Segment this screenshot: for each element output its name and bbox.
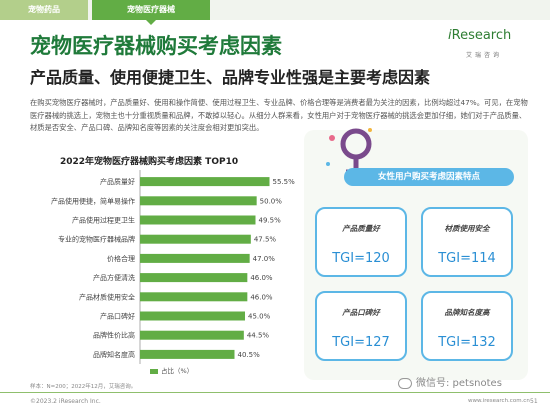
category-label: 产品材质使用安全 — [79, 292, 135, 301]
bar — [140, 330, 244, 340]
summary-paragraph: 在购买宠物医疗器械时，产品质量好、使用和操作简便、使用过程卫生、专业品牌、价格合… — [30, 98, 528, 132]
category-label: 产品质量好 — [100, 177, 135, 186]
feature-card-tgi: TGI=132 — [438, 335, 496, 350]
category-label: 产品使用便捷，简单易操作 — [51, 196, 135, 205]
wechat-icon — [398, 377, 412, 389]
legend-swatch — [150, 368, 158, 374]
category-label: 价格合理 — [107, 254, 135, 263]
value-label: 49.5% — [259, 217, 282, 225]
tab-pet-medical-devices[interactable]: 宠物医疗器械 — [92, 0, 210, 25]
bar — [140, 253, 250, 263]
value-label: 44.5% — [247, 332, 270, 340]
footer-divider — [0, 392, 550, 393]
category-label: 产品使用过程更卫生 — [72, 216, 135, 225]
bar — [140, 273, 248, 283]
bar — [140, 292, 248, 302]
value-label: 45.0% — [248, 313, 271, 321]
page-subtitle: 产品质量、使用便捷卫生、品牌专业性强是主要考虑因素 — [30, 68, 431, 87]
page-number: 51 — [530, 398, 538, 405]
bar — [140, 196, 257, 206]
category-label: 产品方便清洗 — [93, 273, 135, 282]
legend-label: 占比（%） — [161, 367, 194, 375]
feature-card-label: 产品质量好 — [342, 224, 380, 233]
logo-subtext: 艾瑞咨询 — [466, 52, 503, 59]
value-label: 47.0% — [253, 255, 276, 263]
wechat-watermark: 微信号: petsnotes — [398, 374, 502, 389]
value-label: 55.5% — [273, 178, 296, 186]
page-title: 宠物医疗器械购买考虑因素 — [30, 34, 282, 58]
feature-card-material-safety: 材质使用安全 TGI=114 — [421, 207, 513, 277]
value-label: 50.0% — [260, 197, 283, 205]
bar — [140, 349, 235, 359]
feature-card-reputation: 产品口碑好 TGI=127 — [315, 291, 407, 361]
feature-card-tgi: TGI=114 — [438, 251, 496, 266]
logo-text: iResearch — [448, 28, 512, 43]
feature-card-label: 品牌知名度高 — [444, 308, 490, 317]
feature-card-label: 产品口碑好 — [342, 308, 380, 317]
bar — [140, 311, 245, 321]
bar-chart: 产品质量好 55.5% 产品使用便捷，简单易操作 50.0% 产品使用过程更卫生 49.5… — [51, 170, 296, 364]
category-label: 品牌性价比高 — [93, 331, 135, 340]
bar — [140, 215, 256, 225]
feature-card-tgi: TGI=127 — [332, 335, 390, 350]
chart-title: 2022年宠物医疗器械购买考虑因素 TOP10 — [60, 157, 239, 167]
bar — [140, 234, 251, 244]
category-label: 品牌知名度高 — [93, 350, 135, 359]
iresearch-logo: iResearch 艾瑞咨询 — [448, 24, 532, 66]
value-label: 40.5% — [238, 351, 261, 359]
bar — [140, 177, 270, 187]
source-note: 样本：N=200；2022年12月，艾瑞咨询。 — [30, 384, 137, 390]
feature-card-label: 材质使用安全 — [444, 224, 490, 233]
tab-bar: 宠物药品 宠物医疗器械 — [0, 0, 550, 25]
value-label: 46.0% — [250, 293, 273, 301]
value-label: 46.0% — [250, 274, 273, 282]
tab-pet-medicine[interactable]: 宠物药品 — [0, 0, 88, 20]
chart-legend: 占比（%） — [150, 365, 193, 375]
feature-card-tgi: TGI=120 — [332, 251, 390, 266]
footer-url: www.iresearch.com.cn — [468, 398, 530, 404]
category-label: 专业的宠物医疗器械品牌 — [58, 235, 135, 244]
value-label: 47.5% — [254, 236, 277, 244]
copyright: ©2023.2 iResearch Inc. — [30, 398, 101, 405]
feature-panel-title: 女性用户购买考虑因素特点 — [344, 168, 514, 186]
feature-card-quality: 产品质量好 TGI=120 — [315, 207, 407, 277]
feature-card-brand-awareness: 品牌知名度高 TGI=132 — [421, 291, 513, 361]
category-label: 产品口碑好 — [100, 312, 135, 321]
